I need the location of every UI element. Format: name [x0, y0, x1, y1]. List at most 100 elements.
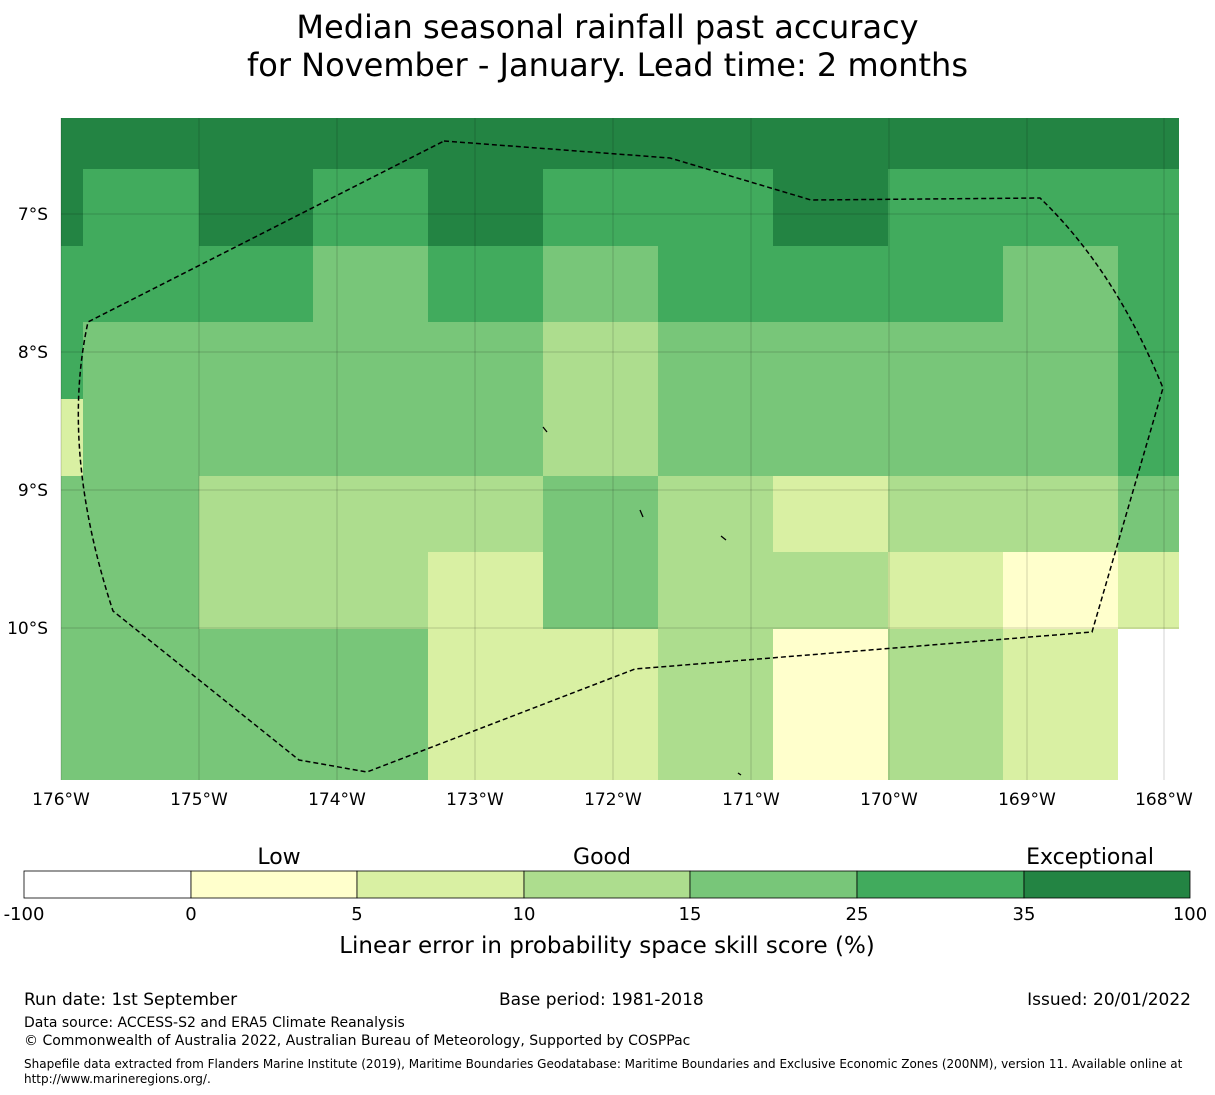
grid-cell — [658, 552, 773, 629]
grid-cell — [543, 169, 658, 246]
grid-cell — [888, 706, 1003, 780]
grid-cell — [773, 399, 888, 476]
legend-swatch — [23, 870, 192, 899]
grid-cell — [888, 629, 1003, 706]
grid-cell — [658, 476, 773, 552]
legend-swatch — [856, 870, 1025, 899]
island-fakaofo — [720, 535, 727, 541]
legend-categories: Low Good Exceptional — [257, 845, 1154, 870]
legend-category-good: Good — [573, 845, 631, 870]
grid-cell — [61, 322, 83, 399]
grid-cell — [1003, 706, 1118, 780]
grid-cell — [773, 629, 888, 706]
grid-cell — [61, 476, 83, 552]
copyright-notice: © Commonwealth of Australia 2022, Austra… — [24, 1033, 691, 1049]
grid-cell — [83, 169, 199, 246]
grid-cell — [773, 169, 888, 246]
grid-cell — [61, 629, 83, 706]
grid-cell — [543, 118, 658, 169]
grid-cell — [773, 118, 888, 169]
grid-cell — [199, 246, 313, 322]
grid-cell — [1003, 552, 1118, 629]
grid-cell — [83, 706, 199, 780]
legend-tick: 25 — [846, 904, 869, 925]
lon-label: 171°W — [722, 790, 780, 810]
longitude-labels: 176°W 175°W 174°W 173°W 172°W 171°W 170°… — [32, 790, 1193, 810]
grid-cell — [658, 706, 773, 780]
grid-cell — [888, 552, 1003, 629]
legend-colorbar — [23, 870, 1191, 899]
grid-cell — [658, 169, 773, 246]
grid-cell — [428, 169, 543, 246]
lon-label: 176°W — [32, 790, 90, 810]
island-atafu — [542, 426, 548, 433]
legend-category-low: Low — [257, 845, 300, 870]
grid-cell — [1003, 629, 1118, 706]
grid-cell — [543, 552, 658, 629]
grid-cell — [773, 706, 888, 780]
grid-cell — [313, 399, 428, 476]
grid-cell — [313, 552, 428, 629]
grid-cell — [199, 476, 313, 552]
legend-tick: 5 — [351, 904, 362, 925]
grid-cell — [313, 476, 428, 552]
legend-swatch — [1023, 870, 1191, 899]
legend-tick: 15 — [679, 904, 702, 925]
grid-cell — [83, 322, 199, 399]
grid-cell — [773, 246, 888, 322]
grid-cell — [773, 322, 888, 399]
grid-cell — [543, 246, 658, 322]
grid-cell — [61, 118, 83, 169]
grid-cell — [888, 322, 1003, 399]
lon-label: 169°W — [998, 790, 1056, 810]
grid-cell — [543, 399, 658, 476]
grid-cell — [83, 552, 199, 629]
lon-label: 174°W — [308, 790, 366, 810]
island-outlines — [542, 426, 742, 776]
run-date: Run date: 1st September — [24, 990, 238, 1010]
grid-cell — [773, 476, 888, 552]
legend-swatch — [689, 870, 858, 899]
issued-date: Issued: 20/01/2022 — [1027, 990, 1191, 1010]
grid-cell — [428, 706, 543, 780]
grid-cell — [888, 399, 1003, 476]
legend-category-exceptional: Exceptional — [1026, 845, 1154, 870]
grid-cell — [543, 706, 658, 780]
legend-tick: 100 — [1173, 904, 1207, 925]
grid-cell — [658, 118, 773, 169]
grid-cell — [1118, 322, 1179, 399]
grid-cell — [428, 322, 543, 399]
grid-cell — [1003, 246, 1118, 322]
island-swains — [737, 772, 742, 776]
grid-cell — [888, 118, 1003, 169]
grid-cell — [313, 118, 428, 169]
grid-cell — [1118, 706, 1179, 780]
grid-cell — [543, 629, 658, 706]
grid-cell — [313, 169, 428, 246]
grid-cell — [1003, 169, 1118, 246]
grid-cell — [1118, 552, 1179, 629]
grid-cell — [1118, 629, 1179, 706]
lat-label: 9°S — [18, 481, 48, 501]
grid-cell — [658, 246, 773, 322]
grid-cell — [1003, 322, 1118, 399]
grid-cell — [61, 246, 83, 322]
grid-cell — [658, 322, 773, 399]
grid-cell — [61, 706, 83, 780]
grid-cell — [888, 169, 1003, 246]
grid-cell — [313, 322, 428, 399]
grid-cell — [199, 399, 313, 476]
grid-cell — [199, 706, 313, 780]
grid-cell — [83, 399, 199, 476]
lon-label: 172°W — [584, 790, 642, 810]
grid-cell — [313, 706, 428, 780]
grid-cell — [1003, 476, 1118, 552]
grid-cell — [658, 399, 773, 476]
island-nukunonu — [639, 509, 644, 518]
grid-cell — [428, 246, 543, 322]
grid-cell — [1003, 399, 1118, 476]
lon-label: 175°W — [170, 790, 228, 810]
grid-cell — [543, 476, 658, 552]
grid-cell — [199, 629, 313, 706]
lon-label: 170°W — [860, 790, 918, 810]
